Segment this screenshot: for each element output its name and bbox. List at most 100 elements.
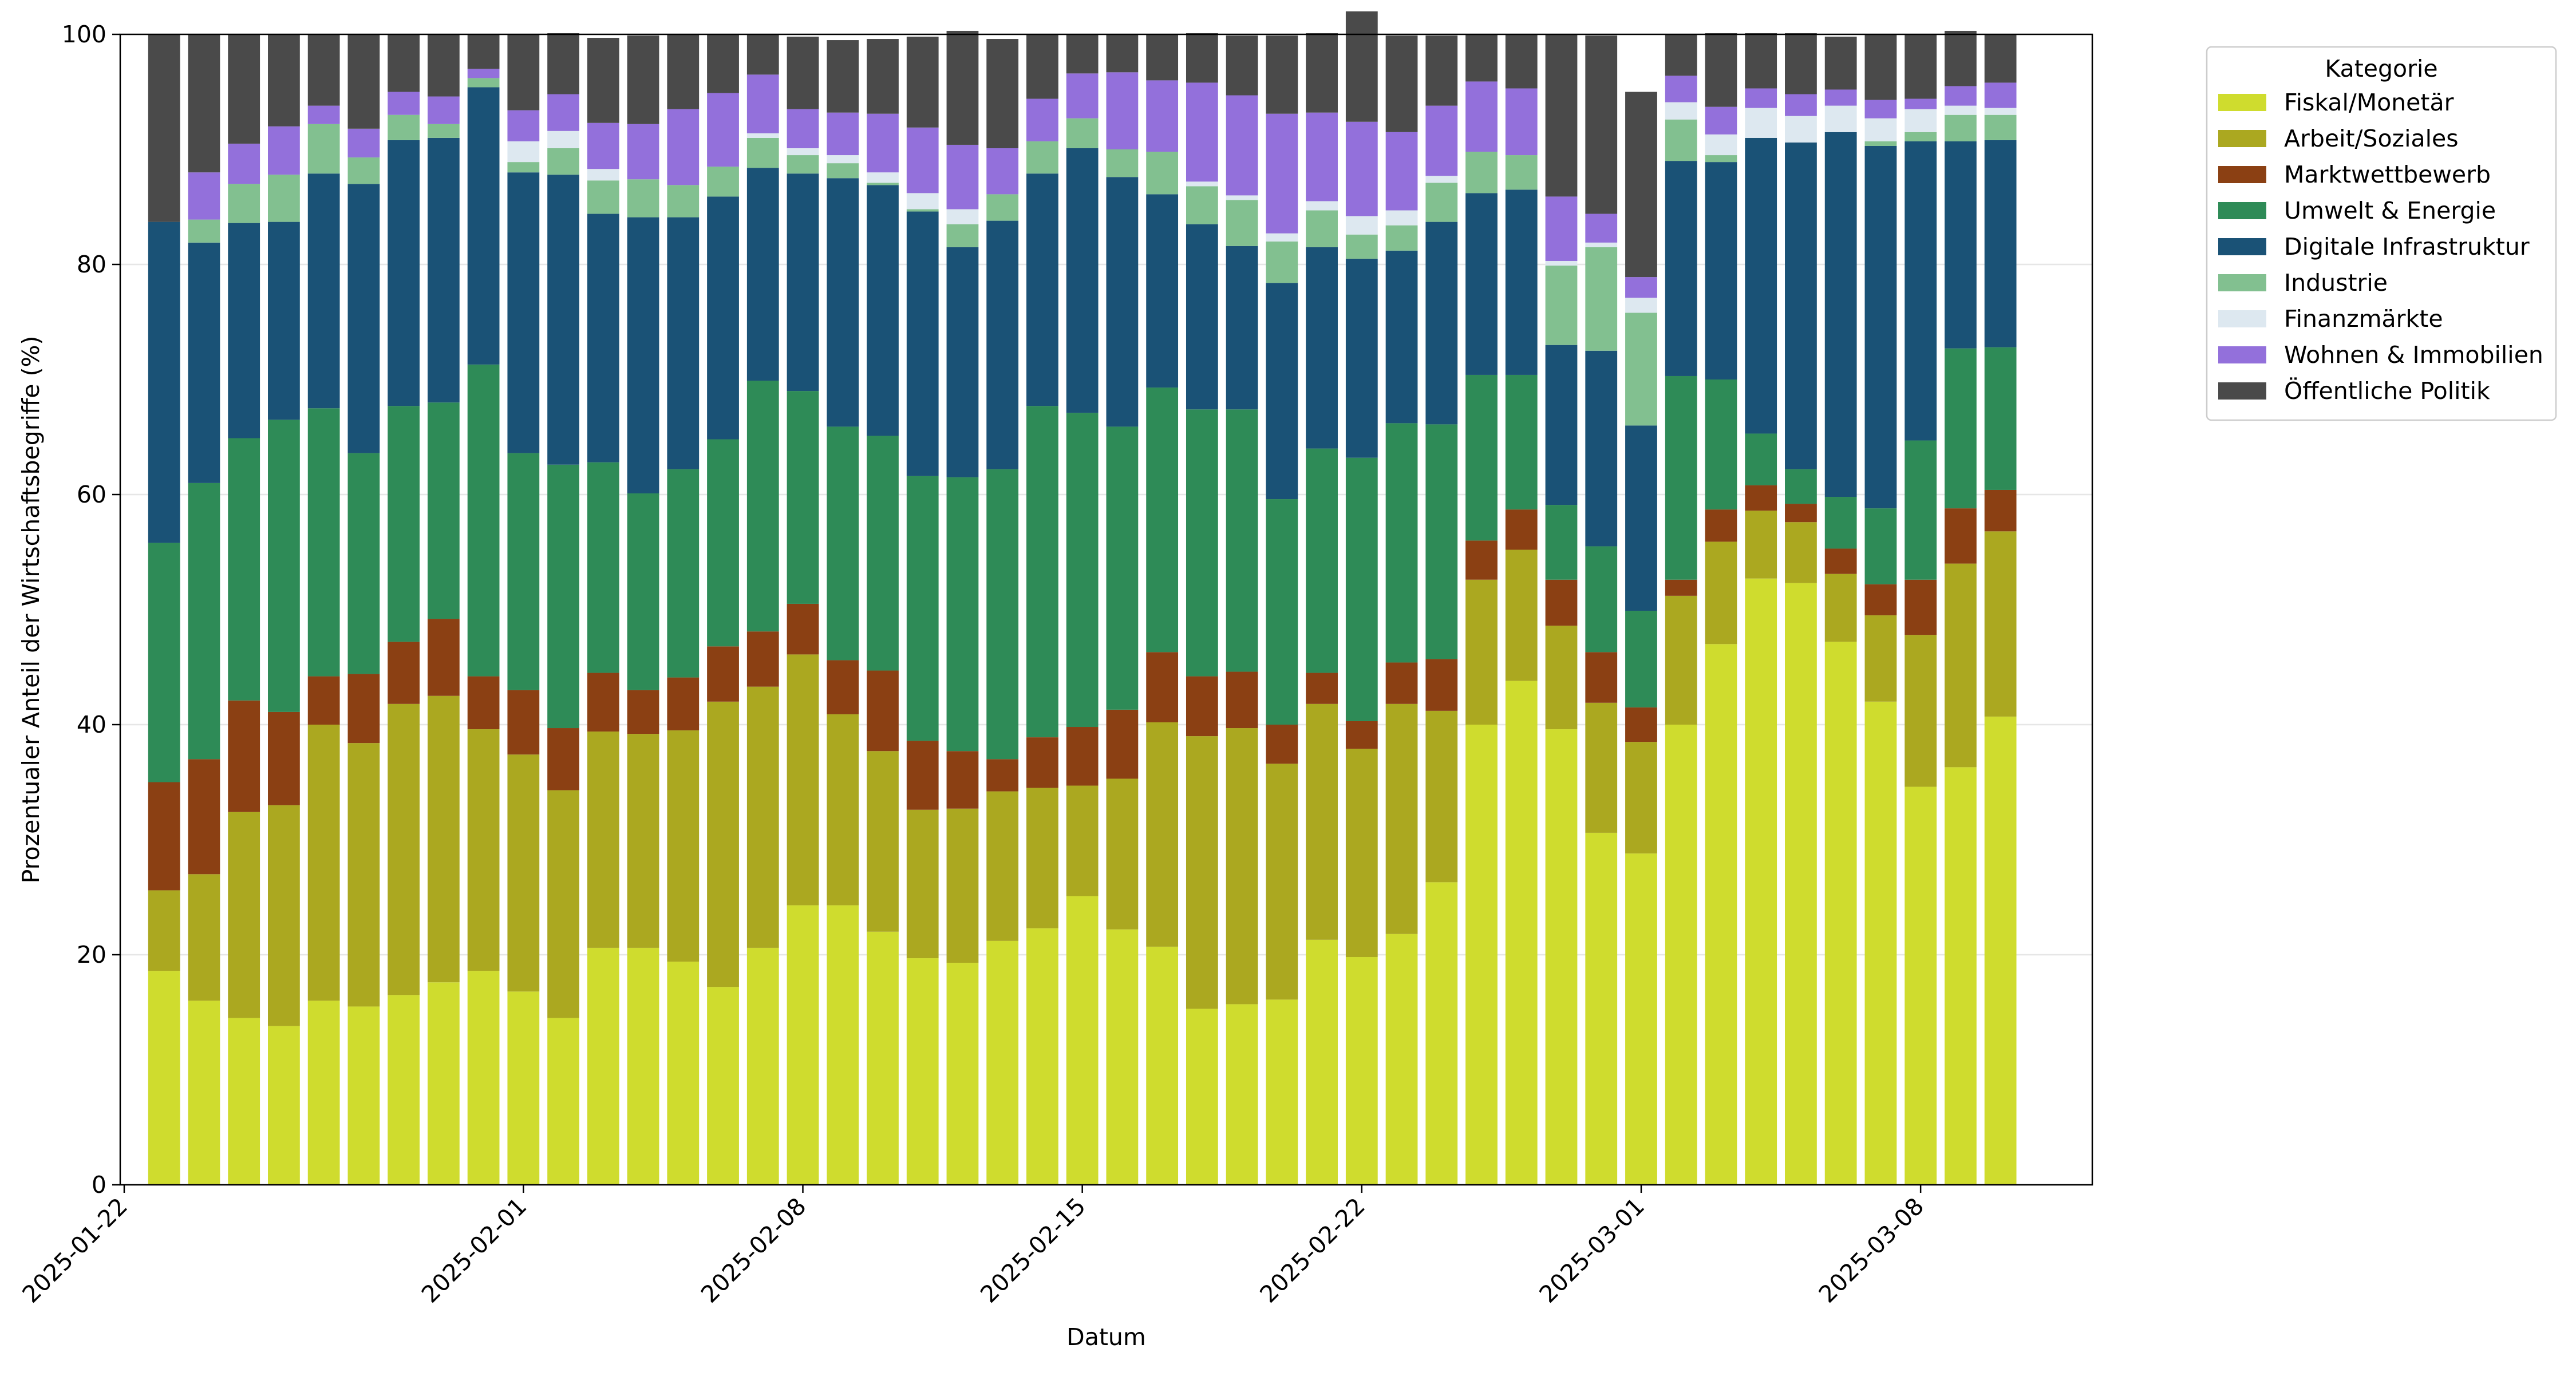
bar-segment: [787, 603, 819, 655]
bar-segment: [148, 543, 180, 782]
bar-segment: [1984, 114, 2017, 140]
bar-segment: [1824, 548, 1857, 574]
bar-segment: [1625, 611, 1657, 707]
bar-segment: [1905, 132, 1937, 141]
x-tick-label: 2025-02-22: [1254, 1192, 1370, 1308]
bar-segment: [1106, 177, 1139, 427]
bar-segment: [906, 741, 939, 810]
bar-segment: [1345, 258, 1378, 458]
bar-segment: [268, 222, 300, 420]
bar-segment: [867, 172, 899, 183]
bar-segment: [867, 183, 899, 185]
bar-segment: [787, 654, 819, 906]
bar-segment: [1745, 485, 1777, 511]
bar-segment: [986, 194, 1019, 221]
bar-segment: [1625, 742, 1657, 854]
bar-segment: [388, 703, 420, 995]
bar-segment: [1465, 540, 1498, 580]
bar-segment: [307, 1001, 340, 1185]
bar-segment: [388, 140, 420, 406]
legend-label: Wohnen & Immobilien: [2284, 341, 2543, 369]
legend-swatch: [2218, 130, 2266, 147]
bar-segment: [1905, 579, 1937, 635]
bar-segment: [627, 493, 659, 690]
bar-segment: [627, 179, 659, 218]
bar-segment: [1306, 448, 1338, 673]
bar-segment: [1665, 375, 1697, 580]
bar-segment: [667, 730, 700, 962]
bar-segment: [986, 148, 1019, 195]
legend-label: Umwelt & Energie: [2284, 197, 2496, 224]
bar-segment: [1425, 183, 1458, 222]
bar-segment: [547, 175, 579, 465]
bar-segment: [867, 931, 899, 1185]
bar-segment: [1186, 181, 1218, 187]
bar-segment: [667, 962, 700, 1185]
x-tick-label: 2025-03-01: [1534, 1192, 1650, 1308]
bar-segment: [1984, 716, 2017, 1185]
bar-segment: [1705, 155, 1737, 163]
bar-segment: [1226, 728, 1258, 1005]
bar-segment: [1545, 626, 1578, 730]
bar-segment: [228, 1018, 260, 1185]
bar-segment: [1944, 30, 1977, 86]
bar-segment: [827, 426, 859, 661]
bar-segment: [1665, 119, 1697, 161]
bar-segment: [1505, 374, 1538, 510]
bar-segment: [1266, 241, 1298, 283]
bar-segment: [946, 209, 979, 224]
bar-segment: [1864, 34, 1897, 100]
bar-segment: [1665, 76, 1697, 102]
bar-segment: [1385, 250, 1418, 424]
bar-segment: [1705, 379, 1737, 510]
bar-segment: [867, 751, 899, 932]
bar-segment: [867, 436, 899, 671]
bar-segment: [1705, 644, 1737, 1185]
bar-segment: [1984, 140, 2017, 347]
bar-segment: [1864, 615, 1897, 702]
bar-segment: [1186, 82, 1218, 182]
bar-segment: [1146, 80, 1179, 152]
bar-segment: [1425, 105, 1458, 176]
bar-segment: [1306, 201, 1338, 211]
bar-segment: [148, 34, 180, 222]
bar-segment: [1266, 233, 1298, 242]
bar-segment: [707, 93, 739, 167]
bar-segment: [1745, 433, 1777, 485]
bar-segment: [986, 940, 1019, 1185]
bar-segment: [827, 155, 859, 164]
bar-segment: [547, 148, 579, 175]
x-tick-label: 2025-03-08: [1814, 1192, 1929, 1308]
bar-segment: [746, 74, 779, 133]
bar-segment: [1226, 409, 1258, 672]
x-tick-label: 2025-01-22: [17, 1192, 133, 1308]
bar-segment: [1306, 210, 1338, 247]
bar-segment: [1505, 549, 1538, 681]
bar-segment: [1385, 934, 1418, 1185]
bar-segment: [827, 163, 859, 179]
bar-segment: [1864, 584, 1897, 616]
bar-segment: [1585, 242, 1618, 247]
bar-segment: [1505, 509, 1538, 550]
bar-segment: [1545, 196, 1578, 261]
bar-segment: [1186, 224, 1218, 410]
bar-segment: [1625, 707, 1657, 742]
bar-segment: [1266, 764, 1298, 1000]
bar-segment: [707, 987, 739, 1185]
bar-segment: [427, 34, 460, 97]
bar-segment: [1625, 853, 1657, 1185]
bar-segment: [587, 169, 619, 181]
bar-segment: [746, 137, 779, 168]
bar-segment: [587, 213, 619, 462]
bar-segment: [827, 178, 859, 427]
bar-segment: [1106, 149, 1139, 177]
bar-segment: [946, 808, 979, 963]
bar-segment: [906, 211, 939, 476]
legend-swatch: [2218, 382, 2266, 400]
x-tick-label: 2025-02-08: [696, 1192, 811, 1308]
bar-segment: [787, 37, 819, 109]
bar-segment: [946, 30, 979, 145]
bar-segment: [307, 34, 340, 106]
bar-segment: [1146, 388, 1179, 653]
